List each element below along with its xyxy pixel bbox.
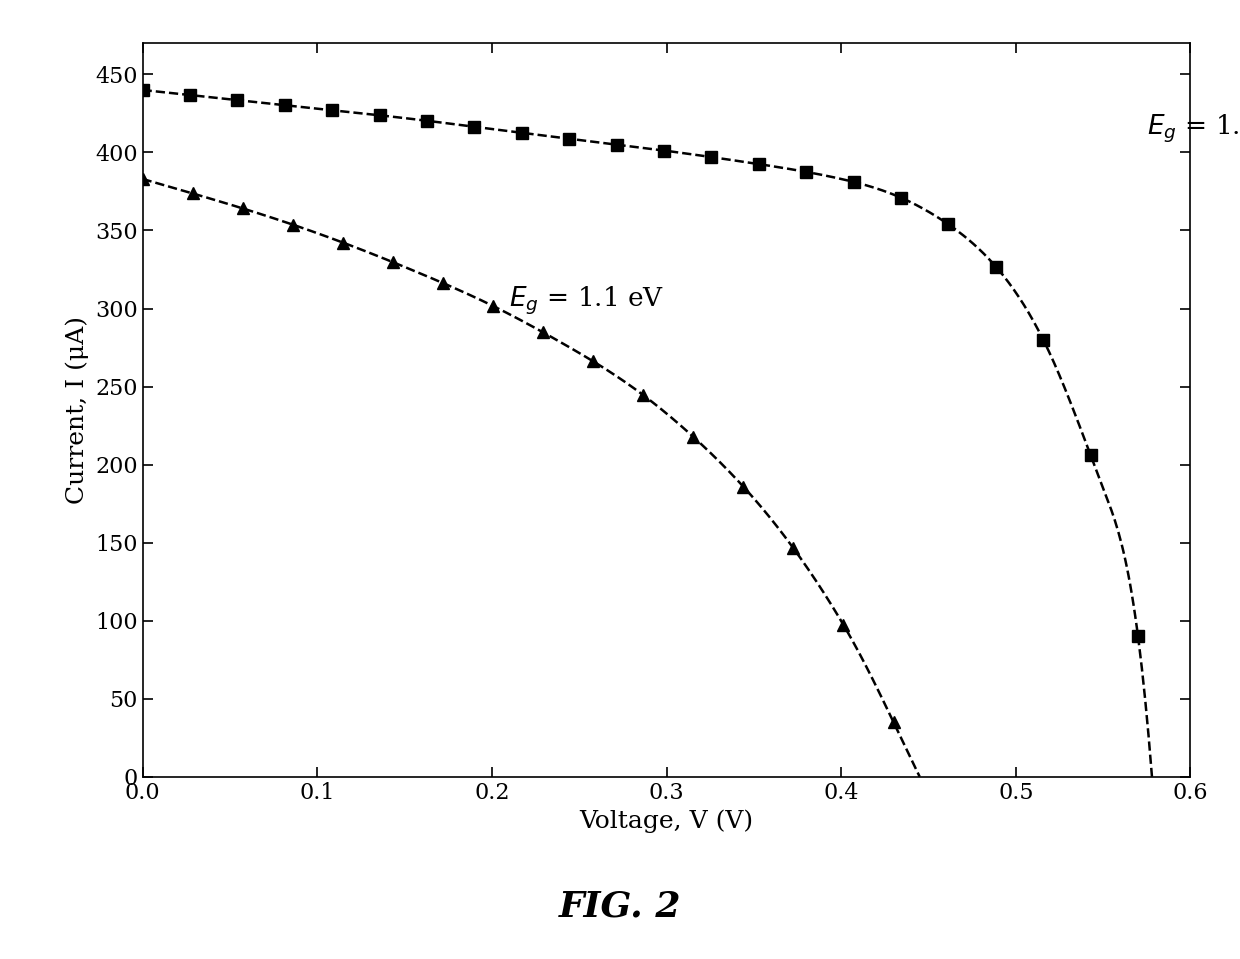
Text: FIG. 2: FIG. 2 — [559, 889, 681, 924]
X-axis label: Voltage, V (V): Voltage, V (V) — [579, 809, 754, 832]
Text: $E_g$ = 1.3 eV: $E_g$ = 1.3 eV — [1147, 113, 1240, 145]
Y-axis label: Current, I (μA): Current, I (μA) — [66, 316, 89, 504]
Text: $E_g$ = 1.1 eV: $E_g$ = 1.1 eV — [510, 285, 665, 316]
